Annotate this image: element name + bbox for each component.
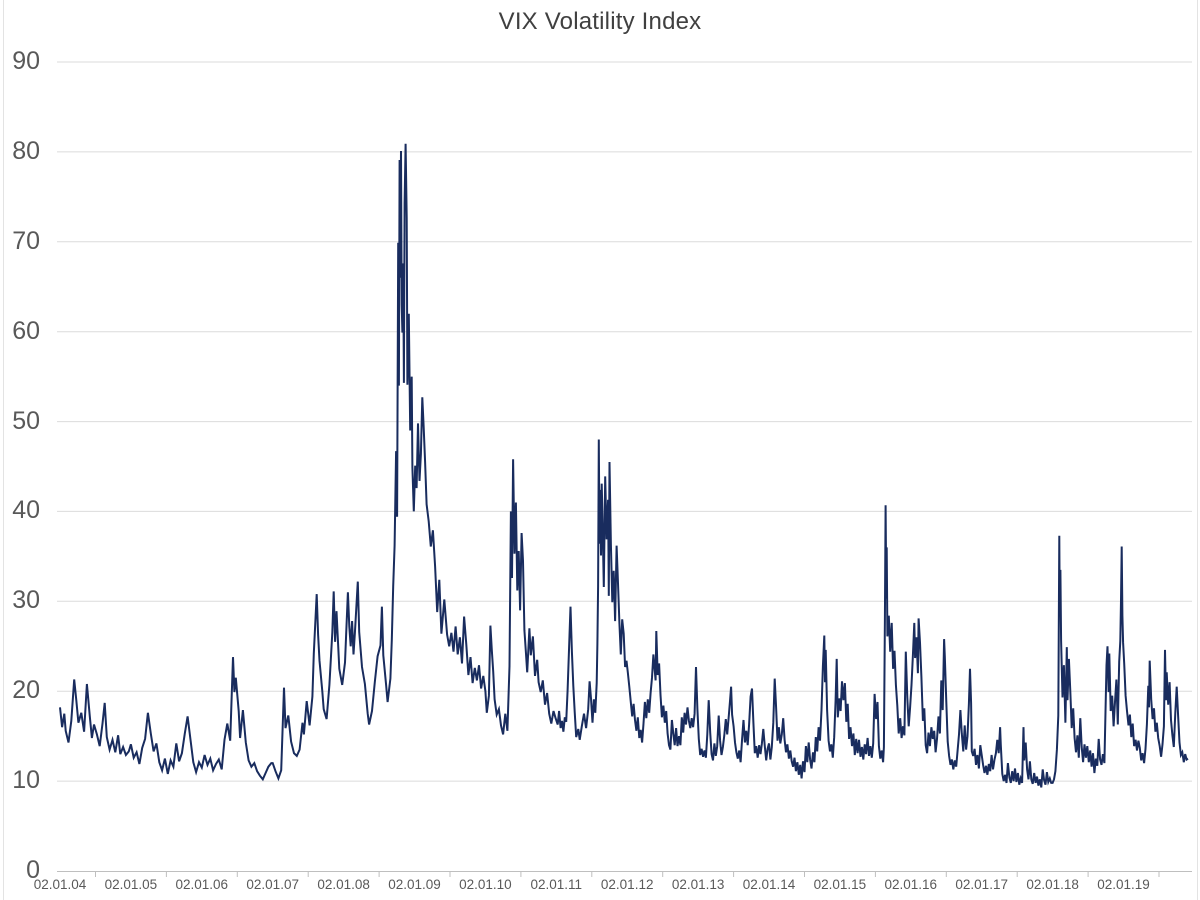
x-tick-label-02.01.13: 02.01.13 xyxy=(671,877,725,892)
x-tick-label-02.01.11: 02.01.11 xyxy=(530,877,583,892)
x-tick-label-02.01.15: 02.01.15 xyxy=(813,877,867,892)
x-tick-label-02.01.07: 02.01.07 xyxy=(246,877,299,892)
x-tick-label-02.01.16: 02.01.16 xyxy=(884,877,938,892)
y-tick-label-0: 0 xyxy=(26,856,40,884)
y-tick-label-30: 30 xyxy=(12,586,40,615)
y-tick-label-50: 50 xyxy=(12,406,40,435)
y-tick-label-80: 80 xyxy=(12,136,40,165)
y-tick-label-20: 20 xyxy=(12,676,40,705)
y-tick-label-70: 70 xyxy=(12,226,40,255)
x-tick-label-02.01.04: 02.01.04 xyxy=(33,877,87,892)
x-tick-label-02.01.08: 02.01.08 xyxy=(317,877,370,892)
vix-series-line xyxy=(59,143,1189,788)
y-tick-label-10: 10 xyxy=(12,766,40,795)
x-tick-label-02.01.12: 02.01.12 xyxy=(600,877,654,892)
x-tick-label-02.01.17: 02.01.17 xyxy=(955,877,1008,892)
x-tick-label-02.01.19: 02.01.19 xyxy=(1097,877,1150,892)
y-tick-label-40: 40 xyxy=(12,496,40,525)
y-tick-label-60: 60 xyxy=(12,316,40,345)
x-tick-label-02.01.06: 02.01.06 xyxy=(175,877,229,892)
x-tick-label-02.01.05: 02.01.05 xyxy=(104,877,158,892)
x-tick-label-02.01.18: 02.01.18 xyxy=(1026,877,1079,892)
y-tick-label-90: 90 xyxy=(12,47,40,75)
chart-title: VIX Volatility Index xyxy=(498,8,702,35)
x-tick-label-02.01.10: 02.01.10 xyxy=(459,877,512,892)
x-tick-label-02.01.14: 02.01.14 xyxy=(742,877,796,892)
x-tick-label-02.01.09: 02.01.09 xyxy=(388,877,441,892)
